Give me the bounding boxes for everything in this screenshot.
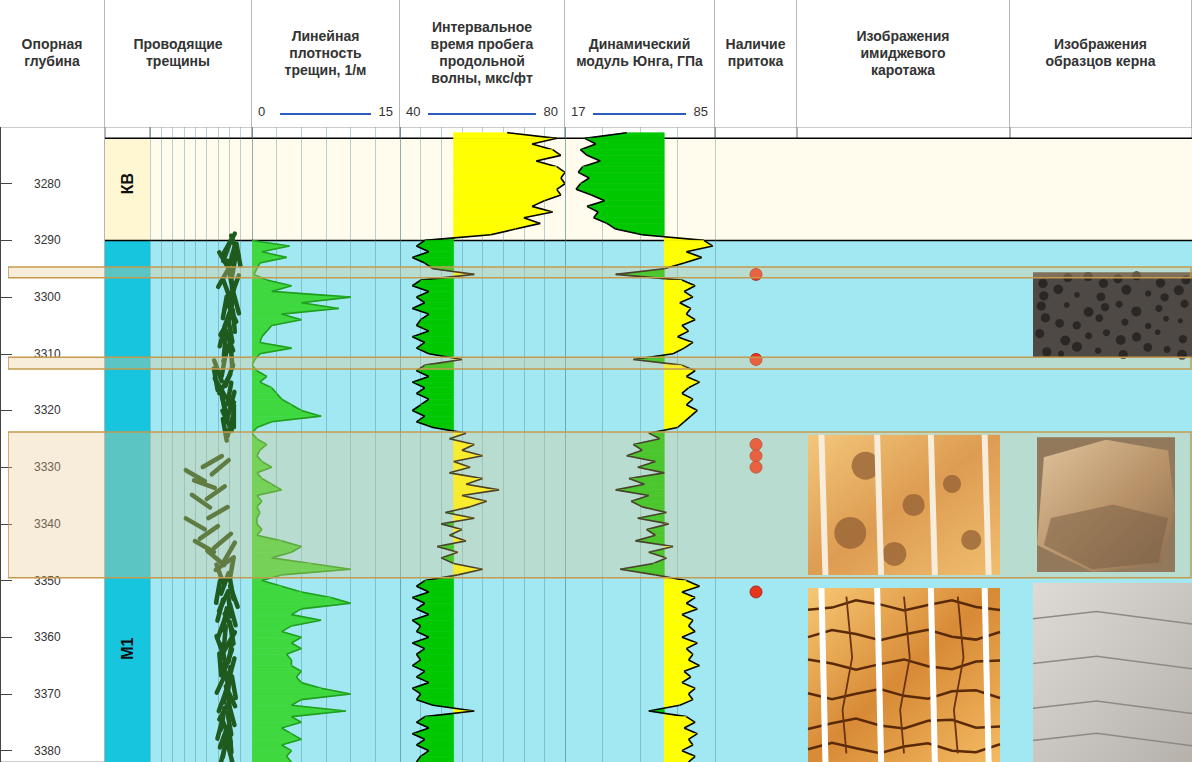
svg-text:3360: 3360 [34,630,61,644]
html-text:80: 80 [543,104,558,119]
svg-text:3370: 3370 [34,687,61,701]
svg-text:3300: 3300 [34,290,61,304]
html-text:Наличие притока: Наличие притока [725,36,786,69]
svg-text:3310: 3310 [34,346,61,361]
html-text:Изображения имиджевого каротаж: Изображения имиджевого каротажа [856,27,950,78]
svg-text:3280: 3280 [34,177,61,191]
html-text:Проводящие трещины: Проводящие трещины [133,36,223,69]
html-text:Динамический модуль Юнга, ГПа: Динамический модуль Юнга, ГПа [576,36,703,69]
svg-text:M1: M1 [119,637,136,659]
html-text:Опорная глубина: Опорная глубина [21,36,83,69]
svg-text:3290: 3290 [34,233,61,247]
html-text:15: 15 [378,104,393,119]
svg-text:3380: 3380 [34,744,61,758]
svg-text:КВ: КВ [119,173,136,194]
html-text:0: 0 [258,104,266,119]
html-text:Линейная плотность трещин, 1/м: Линейная плотность трещин, 1/м [284,27,367,78]
html-text:85: 85 [693,104,708,119]
html-text:17: 17 [571,104,586,119]
html-text:40: 40 [406,104,421,119]
svg-text:3350: 3350 [34,573,61,588]
html-text:Интервальное время пробега про: Интервальное время пробега продольной во… [430,19,534,86]
svg-text:3320: 3320 [34,403,61,417]
html-text:Изображения образцов керна: Изображения образцов керна [1045,36,1156,69]
